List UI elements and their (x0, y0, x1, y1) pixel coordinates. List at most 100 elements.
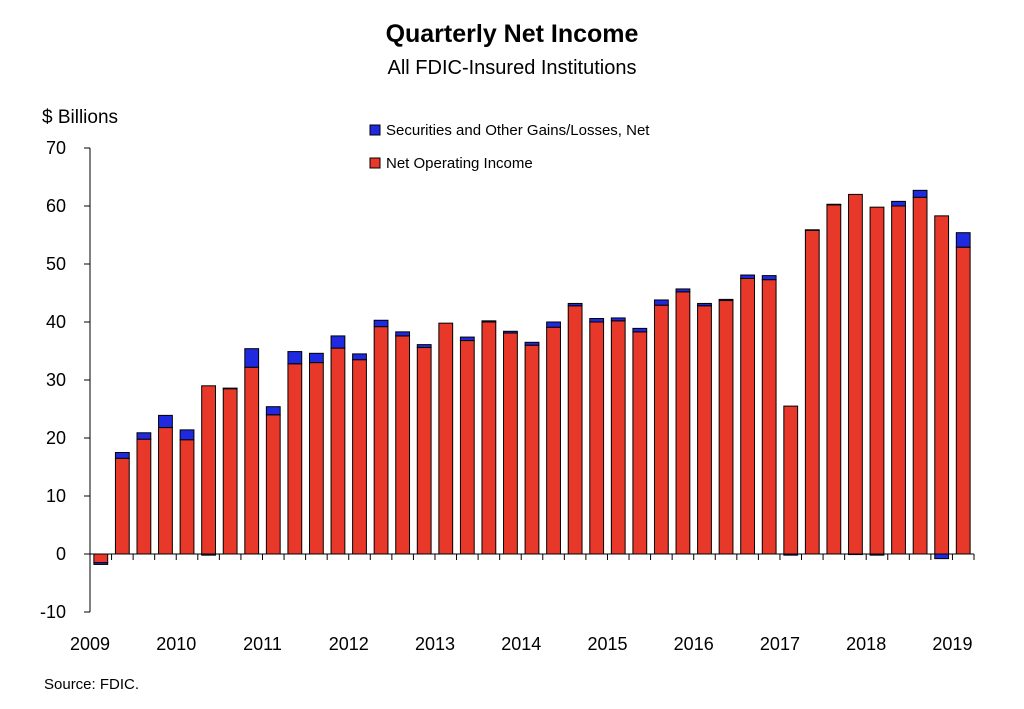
x-tick-label: 2010 (156, 634, 196, 654)
net-operating-income-bar (352, 359, 367, 555)
securities-gains-bar (93, 562, 109, 565)
securities-gains-bar (416, 344, 432, 349)
x-tick-label: 2013 (415, 634, 455, 654)
x-tick-label: 2012 (329, 634, 369, 654)
net-operating-income-bar (934, 215, 950, 555)
securities-gains-bar (546, 321, 561, 328)
legend-swatch-net-operating (369, 157, 381, 169)
net-operating-income-bar (826, 204, 842, 555)
securities-gains-bar (481, 320, 497, 323)
legend-swatch-securities (369, 124, 381, 136)
chart-subtitle: All FDIC-Insured Institutions (387, 57, 637, 79)
net-operating-income-bar (158, 427, 173, 555)
net-operating-income-bar (891, 205, 906, 555)
securities-gains-bar (675, 288, 691, 293)
net-operating-income-bar (438, 322, 454, 555)
securities-gains-bar (179, 429, 195, 441)
net-operating-income-bar (93, 553, 109, 564)
x-tick-label: 2015 (587, 634, 627, 654)
securities-gains-bar (244, 348, 260, 368)
net-operating-income-bar (308, 362, 324, 555)
securities-gains-bar (287, 351, 303, 365)
y-tick-label: 60 (46, 196, 66, 216)
y-tick-label: -10 (40, 602, 66, 622)
securities-gains-bar (589, 318, 605, 323)
x-tick-label: 2017 (760, 634, 800, 654)
securities-gains-bar (804, 229, 820, 231)
net-operating-income-bar (761, 279, 777, 555)
net-operating-income-bar (201, 385, 216, 555)
net-operating-income-bar (610, 320, 626, 555)
legend: Securities and Other Gains/Losses, Net Ne… (369, 122, 650, 172)
net-operating-income-bar (244, 366, 260, 555)
x-tick-label: 2009 (70, 634, 110, 654)
net-operating-income-bar (848, 193, 863, 555)
net-operating-income-bar (869, 206, 885, 555)
x-tick-label: 2018 (846, 634, 886, 654)
securities-gains-bar (395, 331, 411, 337)
securities-gains-bar (503, 330, 518, 334)
securities-gains-bar (524, 341, 540, 346)
bars-group (93, 189, 971, 565)
securities-gains-bar (222, 387, 238, 390)
securities-gains-bar (459, 336, 475, 342)
securities-gains-bar (740, 274, 756, 279)
net-operating-income-bar (330, 347, 346, 555)
y-tick-label: 40 (46, 312, 66, 332)
y-tick-label: 30 (46, 370, 66, 390)
net-operating-income-bar (804, 229, 820, 555)
securities-gains-bar (352, 353, 367, 361)
y-tick-label: 10 (46, 486, 66, 506)
net-operating-income-bar (524, 344, 540, 555)
securities-gains-bar (826, 203, 842, 206)
securities-gains-bar (955, 232, 971, 248)
securities-gains-bar (158, 414, 173, 429)
securities-gains-bar (330, 335, 346, 349)
y-tick-label: 50 (46, 254, 66, 274)
net-operating-income-bar (740, 278, 756, 555)
x-tick-label: 2014 (501, 634, 541, 654)
net-operating-income-bar (503, 332, 518, 555)
securities-gains-bar (308, 352, 324, 364)
securities-gains-bar (136, 432, 152, 440)
net-operating-income-bar (459, 340, 475, 555)
net-operating-income-bar (697, 305, 712, 555)
x-tick-label: 2019 (932, 634, 972, 654)
y-tick-label: 0 (56, 544, 66, 564)
securities-gains-bar (114, 452, 130, 459)
net-operating-income-bar (589, 321, 605, 555)
net-operating-income-bar (783, 405, 799, 555)
net-operating-income-bar (179, 439, 195, 555)
securities-gains-bar (610, 317, 626, 322)
net-operating-income-bar (955, 246, 971, 555)
securities-gains-bar (912, 189, 928, 198)
net-operating-income-bar (395, 335, 411, 555)
securities-gains-bar (653, 299, 669, 306)
legend-label-net-operating: Net Operating Income (386, 155, 533, 172)
securities-gains-bar (567, 302, 583, 307)
y-axis-label: $ Billions (42, 107, 119, 128)
securities-gains-bar (891, 200, 906, 207)
net-operating-income-bar (416, 347, 432, 555)
net-operating-income-bar (481, 321, 497, 555)
securities-gains-bar (761, 275, 777, 281)
net-operating-income-bar (546, 326, 561, 555)
source-note: Source: FDIC. (44, 676, 140, 693)
net-operating-income-bar (373, 326, 389, 555)
net-operating-income-bar (265, 414, 281, 555)
axes-group: -10 0 10 20 30 40 50 60 70 2009 2010 2011 2012 2013 20… (40, 138, 975, 654)
securities-gains-bar (373, 319, 389, 328)
x-tick-label: 2016 (674, 634, 714, 654)
net-operating-income-bar (287, 363, 303, 555)
y-tick-label: 20 (46, 428, 66, 448)
net-operating-income-bar (653, 304, 669, 555)
securities-gains-bar (697, 302, 712, 307)
net-operating-income-bar (675, 291, 691, 555)
securities-gains-bar (632, 327, 648, 333)
y-tick-label: 70 (46, 138, 66, 158)
x-tick-label: 2011 (243, 634, 282, 654)
net-operating-income-bar (718, 300, 734, 555)
chart-title: Quarterly Net Income (385, 20, 639, 48)
net-operating-income-bar (632, 331, 648, 555)
